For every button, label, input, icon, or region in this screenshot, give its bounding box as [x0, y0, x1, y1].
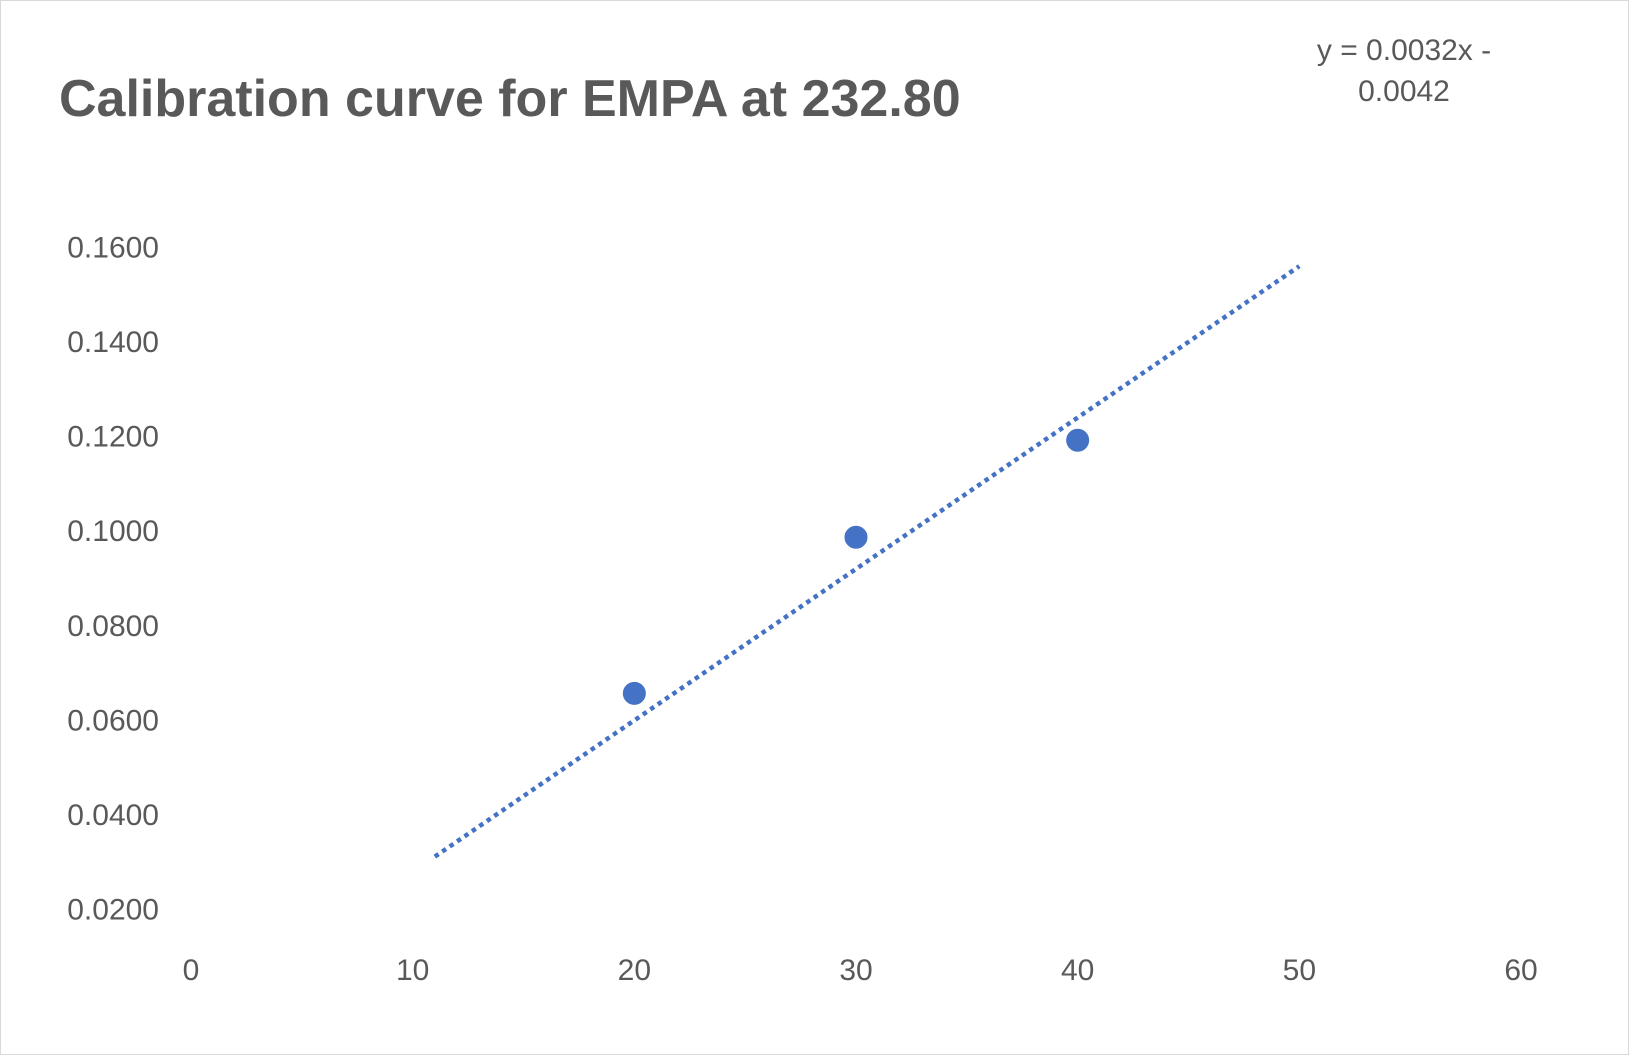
- x-tick-label: 20: [618, 954, 651, 987]
- y-tick-label: 0.1600: [67, 231, 159, 264]
- data-point: [622, 681, 646, 705]
- y-tick-label: 0.1400: [67, 326, 159, 359]
- trendline-group: [433, 264, 1301, 859]
- y-axis-ticks: 0.0200 0.0400 0.0600 0.0800 0.1000 0.1200 0.14…: [67, 231, 159, 926]
- data-point: [844, 525, 868, 549]
- x-tick-label: 40: [1061, 954, 1094, 987]
- x-tick-label: 10: [396, 954, 429, 987]
- y-tick-label: 0.1200: [67, 421, 159, 454]
- x-tick-label: 50: [1283, 954, 1316, 987]
- x-tick-label: 30: [839, 954, 872, 987]
- y-tick-label: 0.0400: [67, 799, 159, 832]
- y-tick-label: 0.0200: [67, 894, 159, 927]
- x-tick-label: 0: [183, 954, 200, 987]
- trendline-equation-line1: y = 0.0032x -: [1317, 34, 1491, 67]
- trendline: [433, 264, 1301, 859]
- y-tick-label: 0.1000: [67, 515, 159, 548]
- x-tick-label: 60: [1504, 954, 1537, 987]
- x-axis-ticks: 0 10 20 30 40 50 60: [183, 954, 1538, 987]
- data-points: [622, 428, 1090, 705]
- y-tick-label: 0.0600: [67, 704, 159, 737]
- data-point: [1066, 428, 1090, 452]
- y-tick-label: 0.0800: [67, 610, 159, 643]
- chart-title: Calibration curve for EMPA at 232.80: [59, 70, 961, 128]
- trendline-equation-line2: 0.0042: [1358, 75, 1450, 108]
